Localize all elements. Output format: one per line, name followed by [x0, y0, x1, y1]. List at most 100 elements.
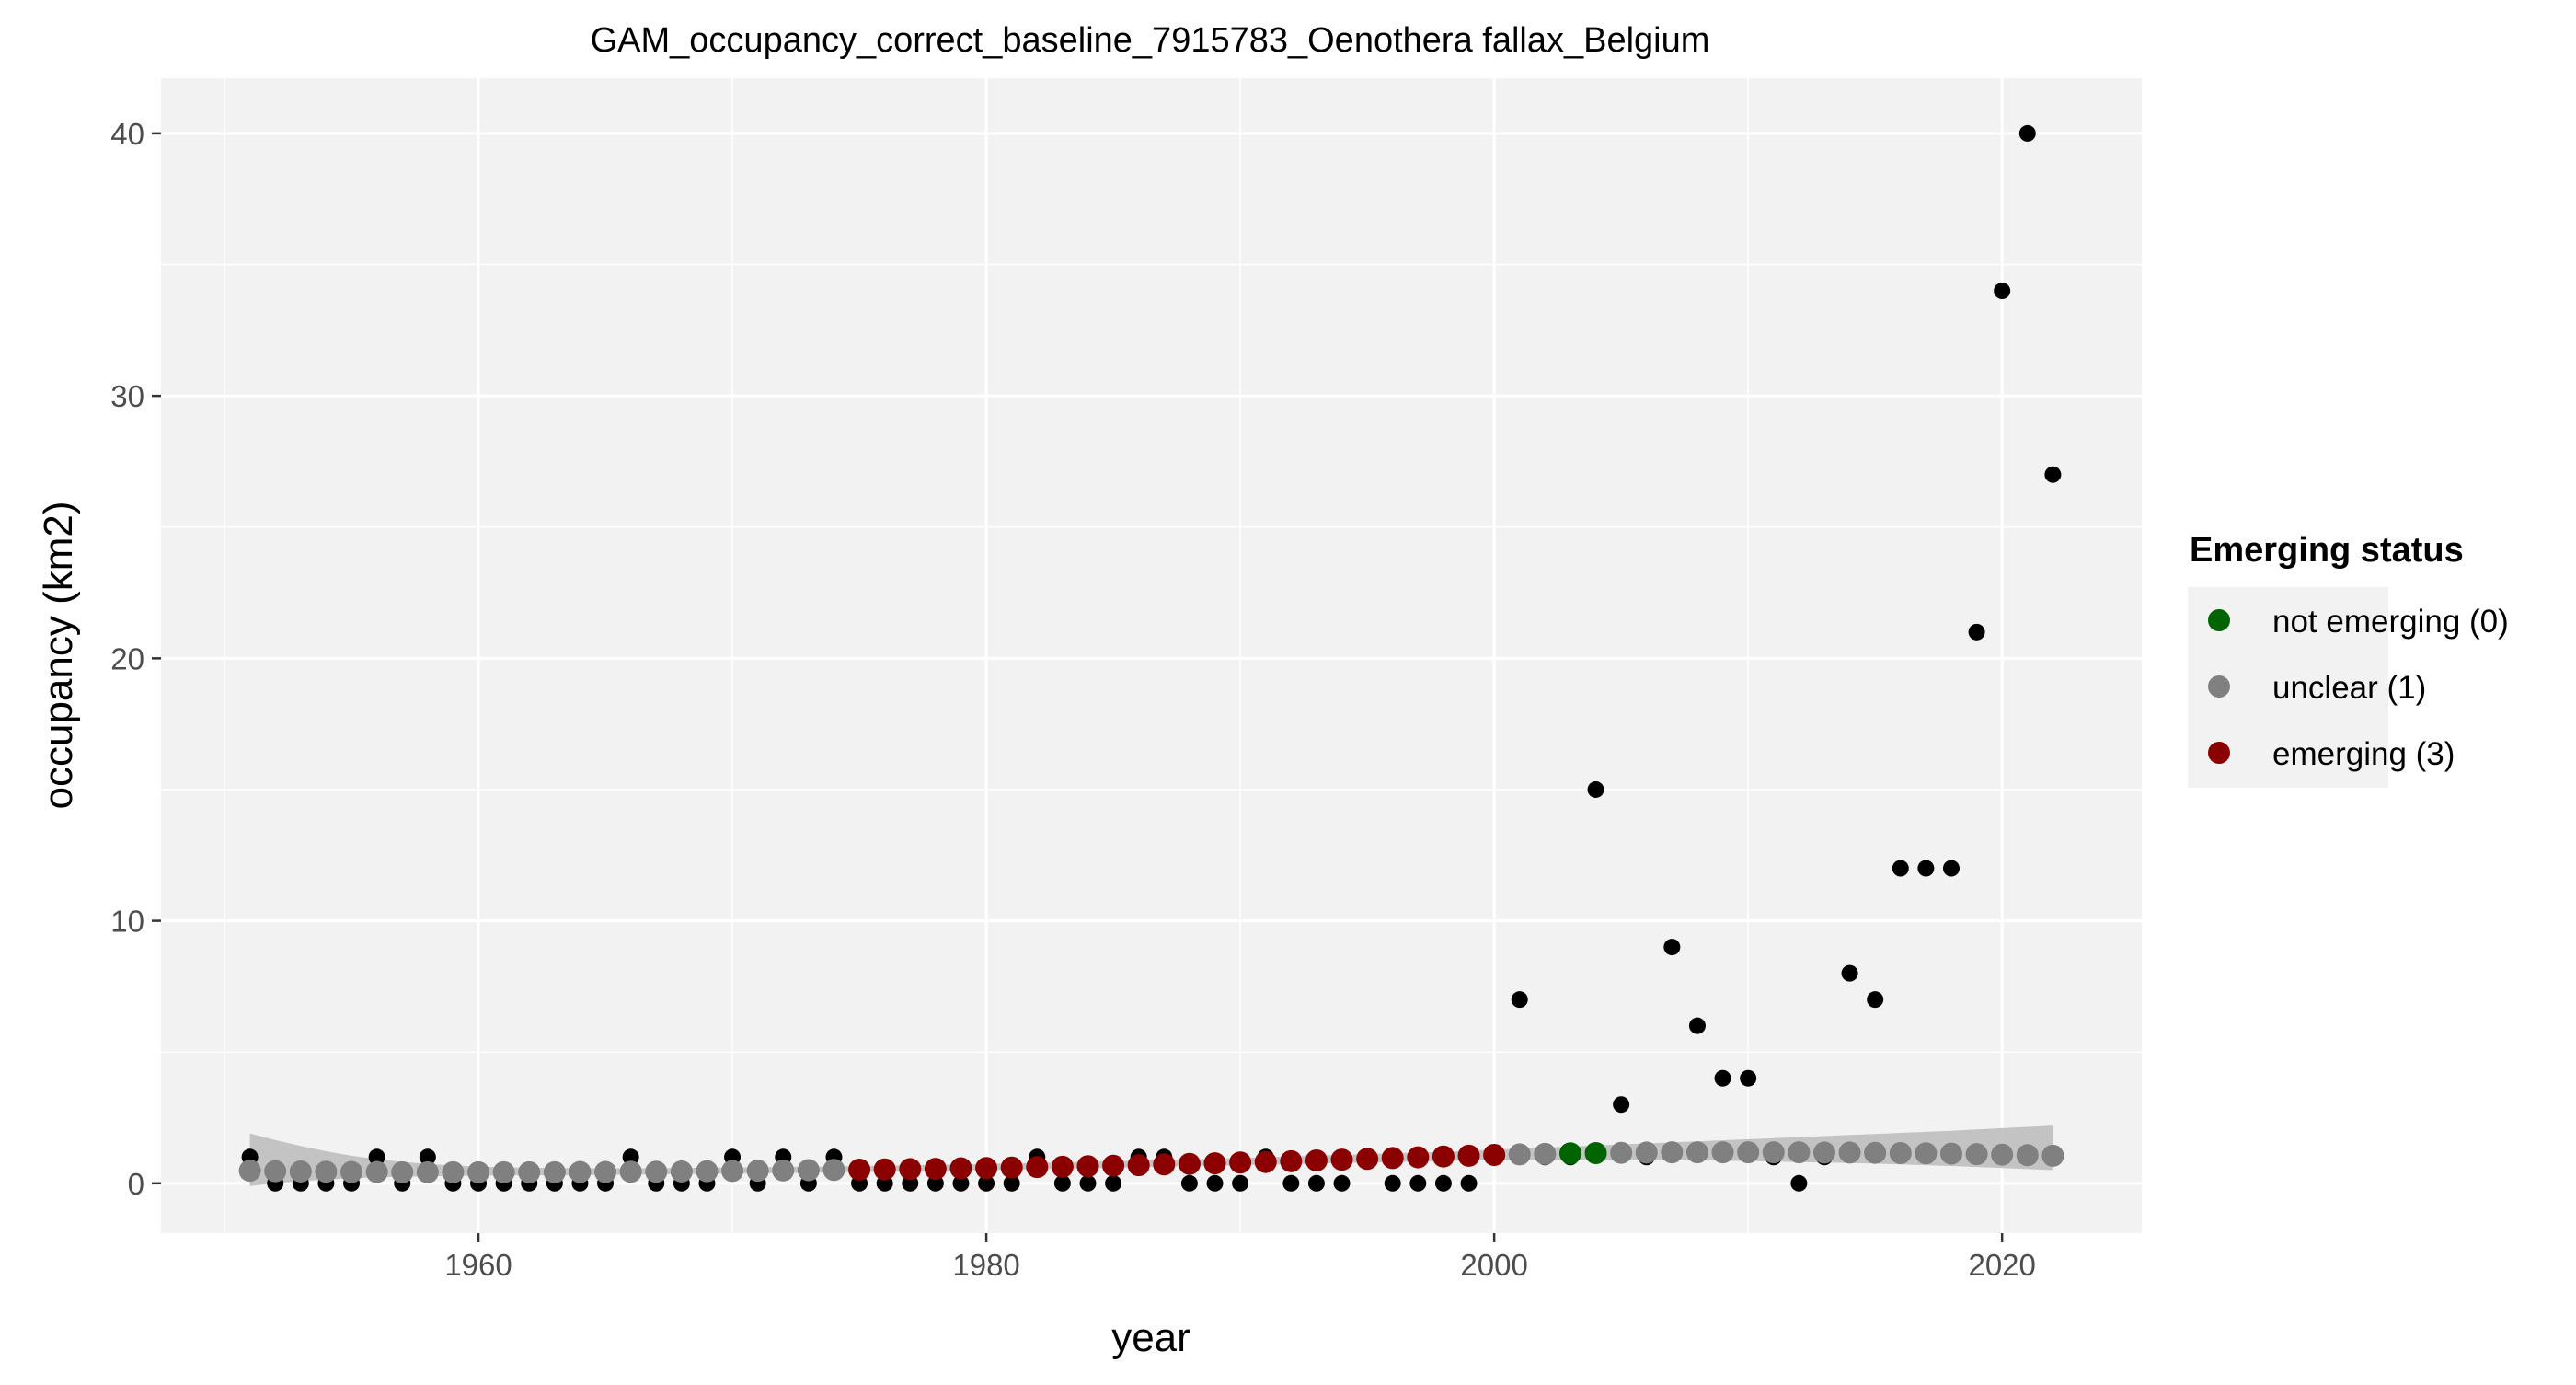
- fitted-point: [1483, 1144, 1506, 1167]
- legend-key-1: [2208, 609, 2230, 631]
- observed-point: [1511, 991, 1528, 1009]
- fitted-point: [1508, 1143, 1531, 1166]
- observed-point: [952, 1174, 970, 1192]
- fitted-point: [1838, 1141, 1861, 1164]
- fitted-point: [670, 1160, 693, 1183]
- y-tick-label: 10: [110, 905, 144, 939]
- legend: Emerging status not emerging (0) unclear …: [2188, 531, 2509, 788]
- legend-label-1: not emerging (0): [2272, 604, 2509, 640]
- fitted-point: [1229, 1151, 1252, 1174]
- fitted-point: [1356, 1148, 1379, 1171]
- fitted-point: [543, 1160, 566, 1183]
- fitted-point: [2041, 1144, 2064, 1167]
- chart-title: GAM_occupancy_correct_baseline_7915783_O…: [591, 21, 1710, 60]
- observed-point: [1282, 1174, 1300, 1192]
- fitted-point: [594, 1160, 617, 1183]
- fitted-point: [619, 1160, 642, 1183]
- fitted-point: [391, 1160, 414, 1183]
- fitted-point: [1076, 1155, 1099, 1178]
- legend-label-3: emerging (3): [2272, 736, 2455, 772]
- observed-point: [1613, 1096, 1630, 1114]
- fitted-point: [1584, 1142, 1607, 1165]
- observed-point: [1206, 1174, 1224, 1192]
- fitted-point: [1915, 1142, 1938, 1165]
- fitted-point: [848, 1158, 871, 1181]
- fitted-point: [645, 1160, 668, 1183]
- observed-point: [926, 1174, 944, 1192]
- fitted-point: [442, 1160, 465, 1183]
- fitted-point: [1812, 1141, 1835, 1164]
- fitted-point: [1558, 1142, 1581, 1165]
- fitted-point: [721, 1160, 744, 1183]
- fitted-point: [1788, 1141, 1811, 1164]
- fitted-point: [289, 1160, 312, 1183]
- plot-panel: [161, 78, 2142, 1233]
- fitted-point: [1965, 1143, 1988, 1166]
- fitted-point: [315, 1160, 338, 1183]
- observed-point: [1714, 1069, 1731, 1087]
- fitted-point: [797, 1159, 820, 1182]
- y-tick-label: 30: [110, 379, 144, 413]
- fitted-point: [949, 1157, 972, 1180]
- fitted-point: [1280, 1149, 1303, 1172]
- fitted-point: [1610, 1141, 1633, 1164]
- fitted-point: [416, 1160, 439, 1183]
- observed-point: [1994, 283, 2011, 300]
- observed-point: [419, 1148, 436, 1166]
- observed-point: [1460, 1174, 1478, 1192]
- observed-point: [1180, 1174, 1198, 1192]
- observed-point: [622, 1148, 639, 1166]
- y-tick-label: 40: [110, 117, 144, 151]
- legend-key-2: [2208, 675, 2230, 698]
- fitted-point: [1432, 1145, 1455, 1168]
- observed-point: [1587, 780, 1604, 798]
- fitted-point: [238, 1160, 261, 1183]
- x-tick-label: 2020: [1968, 1248, 2035, 1282]
- x-axis-label: year: [1111, 1315, 1190, 1360]
- fitted-point: [1178, 1152, 1201, 1175]
- fitted-point: [1864, 1141, 1887, 1164]
- fitted-point: [365, 1160, 388, 1183]
- observed-point: [2044, 466, 2062, 483]
- observed-point: [2018, 124, 2036, 142]
- fitted-point: [1407, 1146, 1430, 1169]
- observed-point: [1688, 1017, 1706, 1034]
- observed-point: [978, 1174, 995, 1192]
- observed-point: [1307, 1174, 1325, 1192]
- observed-point: [1384, 1174, 1401, 1192]
- observed-point: [1663, 939, 1681, 956]
- observed-point: [1917, 860, 1935, 877]
- observed-point: [1740, 1069, 1757, 1087]
- legend-key-3: [2208, 742, 2230, 764]
- fitted-point: [467, 1160, 490, 1183]
- fitted-point: [1051, 1155, 1074, 1178]
- fitted-point: [1685, 1141, 1708, 1164]
- fitted-point: [1635, 1141, 1658, 1164]
- fitted-point: [899, 1158, 922, 1181]
- x-tick-label: 2000: [1460, 1248, 1527, 1282]
- y-axis-label: occupancy (km2): [36, 501, 81, 809]
- fitted-point: [492, 1160, 515, 1183]
- fitted-point: [1457, 1144, 1480, 1167]
- fitted-point: [1102, 1154, 1125, 1177]
- fitted-point: [1153, 1153, 1176, 1176]
- observed-point: [1841, 964, 1858, 982]
- fitted-point: [1254, 1150, 1277, 1173]
- fitted-point: [1991, 1143, 2014, 1166]
- observed-point: [1867, 991, 1884, 1009]
- fitted-point: [1000, 1156, 1023, 1179]
- fitted-point: [772, 1159, 795, 1182]
- observed-point: [1232, 1174, 1249, 1192]
- fitted-point: [518, 1160, 541, 1183]
- observed-point: [1003, 1174, 1020, 1192]
- observed-point: [1892, 860, 1909, 877]
- observed-point: [1434, 1174, 1452, 1192]
- observed-point: [1105, 1174, 1122, 1192]
- legend-label-2: unclear (1): [2272, 670, 2426, 706]
- fitted-point: [924, 1158, 947, 1181]
- y-tick-label: 0: [128, 1167, 144, 1201]
- axes: 1960 1980 2000 2020 0 10 20 30 40: [110, 117, 2036, 1282]
- observed-point: [1968, 623, 1985, 641]
